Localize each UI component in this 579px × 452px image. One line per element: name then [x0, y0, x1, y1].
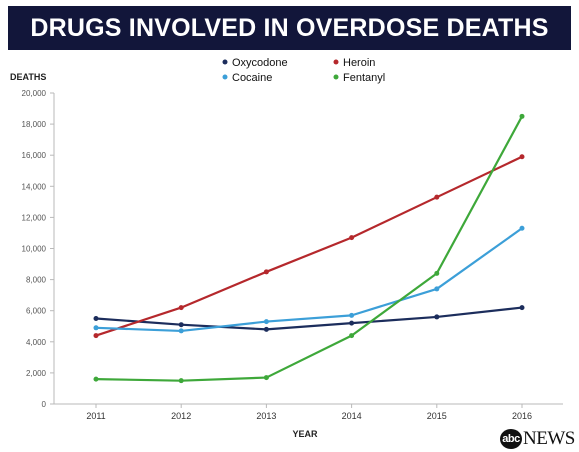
- legend-label-oxycodone: Oxycodone: [232, 57, 288, 69]
- data-point-heroin: [178, 305, 184, 311]
- x-tick-label: 2014: [342, 411, 362, 421]
- y-tick-label: 4,000: [26, 338, 47, 347]
- x-tick-label: 2013: [256, 411, 276, 421]
- x-tick-label: 2016: [512, 411, 532, 421]
- data-point-fentanyl: [349, 333, 355, 339]
- chart-title: DRUGS INVOLVED IN OVERDOSE DEATHS: [8, 6, 571, 50]
- legend-label-cocaine: Cocaine: [232, 72, 272, 84]
- series-line-fentanyl: [95, 115, 523, 382]
- data-point-cocaine: [434, 286, 440, 292]
- data-point-fentanyl: [519, 113, 525, 119]
- y-tick-label: 18,000: [22, 120, 47, 129]
- data-point-cocaine: [349, 312, 355, 318]
- data-point-heroin: [434, 194, 440, 200]
- data-point-fentanyl: [263, 375, 269, 381]
- series-line-cocaine: [95, 227, 523, 333]
- legend-label-heroin: Heroin: [343, 57, 375, 69]
- data-point-oxycodone: [519, 305, 525, 311]
- data-point-heroin: [93, 333, 99, 339]
- y-tick-label: 20,000: [22, 89, 47, 98]
- series-line-oxycodone: [95, 306, 523, 331]
- data-point-oxycodone: [93, 315, 99, 321]
- data-point-fentanyl: [178, 378, 184, 384]
- x-tick-label: 2011: [86, 411, 105, 421]
- data-point-cocaine: [263, 319, 269, 325]
- legend-marker-fentanyl: [333, 74, 339, 80]
- legend-marker-oxycodone: [222, 59, 228, 65]
- data-point-cocaine: [93, 325, 99, 331]
- data-point-heroin: [349, 235, 355, 241]
- data-point-heroin: [519, 154, 525, 160]
- y-tick-label: 6,000: [26, 307, 47, 316]
- y-tick-label: 2,000: [26, 369, 47, 378]
- data-point-oxycodone: [263, 326, 269, 332]
- abc-news-logo: abc NEWS: [500, 428, 575, 450]
- news-wordmark: NEWS: [523, 428, 575, 449]
- series-line-heroin: [95, 155, 523, 337]
- x-tick-label: 2015: [427, 411, 447, 421]
- x-tick-label: 2012: [171, 411, 191, 421]
- data-point-heroin: [263, 269, 269, 275]
- y-tick-label: 8,000: [26, 276, 47, 285]
- data-point-oxycodone: [434, 314, 440, 320]
- y-tick-label: 10,000: [22, 245, 47, 254]
- x-axis-label: YEAR: [292, 429, 318, 439]
- y-axis-label: DEATHS: [10, 72, 46, 82]
- data-point-cocaine: [178, 328, 184, 334]
- data-point-oxycodone: [178, 322, 184, 328]
- data-point-fentanyl: [93, 376, 99, 382]
- legend-marker-cocaine: [222, 74, 228, 80]
- y-tick-label: 12,000: [22, 213, 47, 222]
- data-point-fentanyl: [434, 270, 440, 276]
- data-point-cocaine: [519, 225, 525, 231]
- y-tick-label: 14,000: [22, 182, 47, 191]
- y-tick-label: 16,000: [22, 151, 47, 160]
- data-point-oxycodone: [349, 320, 355, 326]
- legend-label-fentanyl: Fentanyl: [343, 72, 385, 84]
- y-tick-label: 0: [42, 400, 47, 409]
- abc-badge: abc: [500, 429, 522, 449]
- legend-marker-heroin: [333, 59, 339, 65]
